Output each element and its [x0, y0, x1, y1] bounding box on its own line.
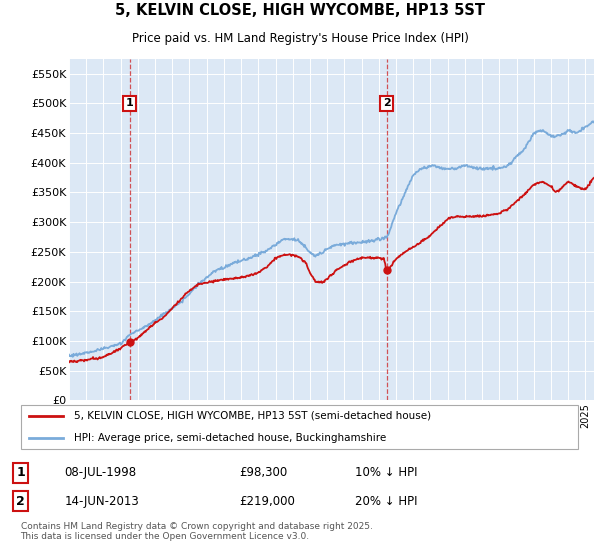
- Text: 1: 1: [16, 466, 25, 479]
- Text: 5, KELVIN CLOSE, HIGH WYCOMBE, HP13 5ST (semi-detached house): 5, KELVIN CLOSE, HIGH WYCOMBE, HP13 5ST …: [74, 410, 431, 421]
- FancyBboxPatch shape: [21, 405, 578, 449]
- Text: Contains HM Land Registry data © Crown copyright and database right 2025.
This d: Contains HM Land Registry data © Crown c…: [20, 522, 373, 542]
- Text: 20% ↓ HPI: 20% ↓ HPI: [355, 495, 418, 508]
- Text: 2: 2: [383, 99, 391, 108]
- Text: 2: 2: [16, 495, 25, 508]
- Text: Price paid vs. HM Land Registry's House Price Index (HPI): Price paid vs. HM Land Registry's House …: [131, 32, 469, 45]
- Text: HPI: Average price, semi-detached house, Buckinghamshire: HPI: Average price, semi-detached house,…: [74, 433, 386, 444]
- Text: 14-JUN-2013: 14-JUN-2013: [64, 495, 139, 508]
- Text: 5, KELVIN CLOSE, HIGH WYCOMBE, HP13 5ST: 5, KELVIN CLOSE, HIGH WYCOMBE, HP13 5ST: [115, 3, 485, 18]
- Text: 1: 1: [126, 99, 134, 108]
- Text: £219,000: £219,000: [239, 495, 295, 508]
- Text: 08-JUL-1998: 08-JUL-1998: [64, 466, 136, 479]
- Text: £98,300: £98,300: [239, 466, 287, 479]
- Text: 10% ↓ HPI: 10% ↓ HPI: [355, 466, 418, 479]
